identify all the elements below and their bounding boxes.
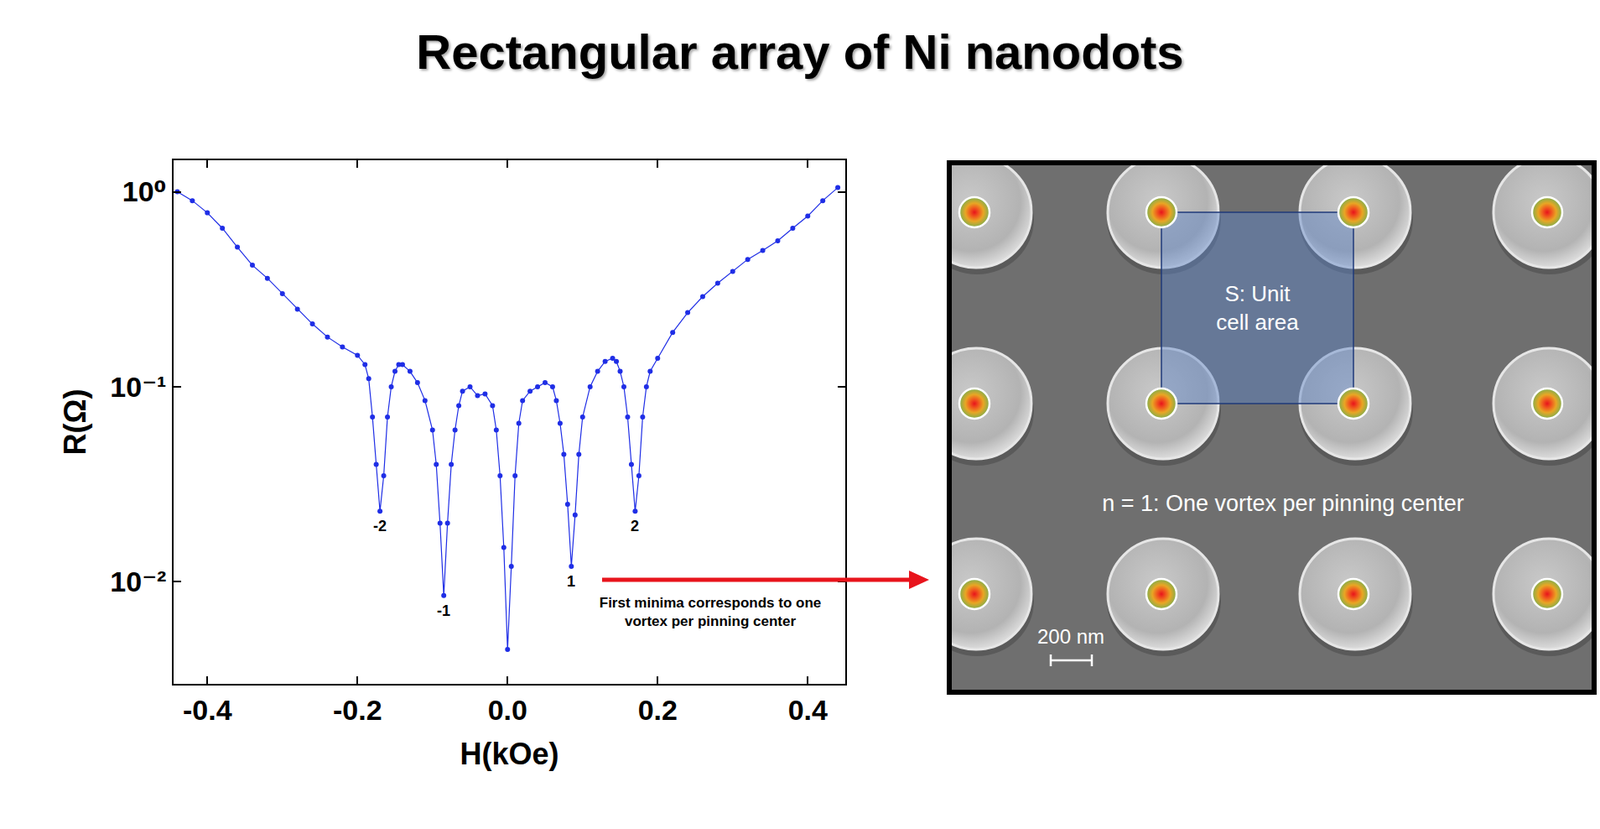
svg-text:10⁻¹: 10⁻¹ [109,370,167,403]
svg-text:0.2: 0.2 [638,693,678,726]
html-text:First minima corresponds to on: First minima corresponds to one vortex p… [599,594,822,629]
svg-text:1: 1 [566,572,576,590]
svg-text:H(kOe): H(kOe) [459,736,559,771]
svg-text:-0.2: -0.2 [332,693,383,726]
html-text:Rectangular array of Ni nanodo: Rectangular array of Ni nanodots [416,24,1184,79]
svg-text:200 nm: 200 nm [1037,624,1105,648]
svg-text:-0.4: -0.4 [182,693,233,726]
svg-text:0.0: 0.0 [488,693,528,726]
svg-text:-1: -1 [436,602,451,619]
svg-text:0.4: 0.4 [788,693,828,726]
svg-text:R(Ω): R(Ω) [57,389,93,456]
svg-text:-2: -2 [373,517,387,535]
svg-text:2: 2 [630,517,639,535]
svg-text:S: Unitcell area: S: Unitcell area [1215,280,1299,335]
svg-text:10⁰: 10⁰ [122,175,167,208]
svg-text:10⁻²: 10⁻² [109,565,167,598]
svg-text:n = 1: One vortex per pinning: n = 1: One vortex per pinning center [1101,490,1465,516]
